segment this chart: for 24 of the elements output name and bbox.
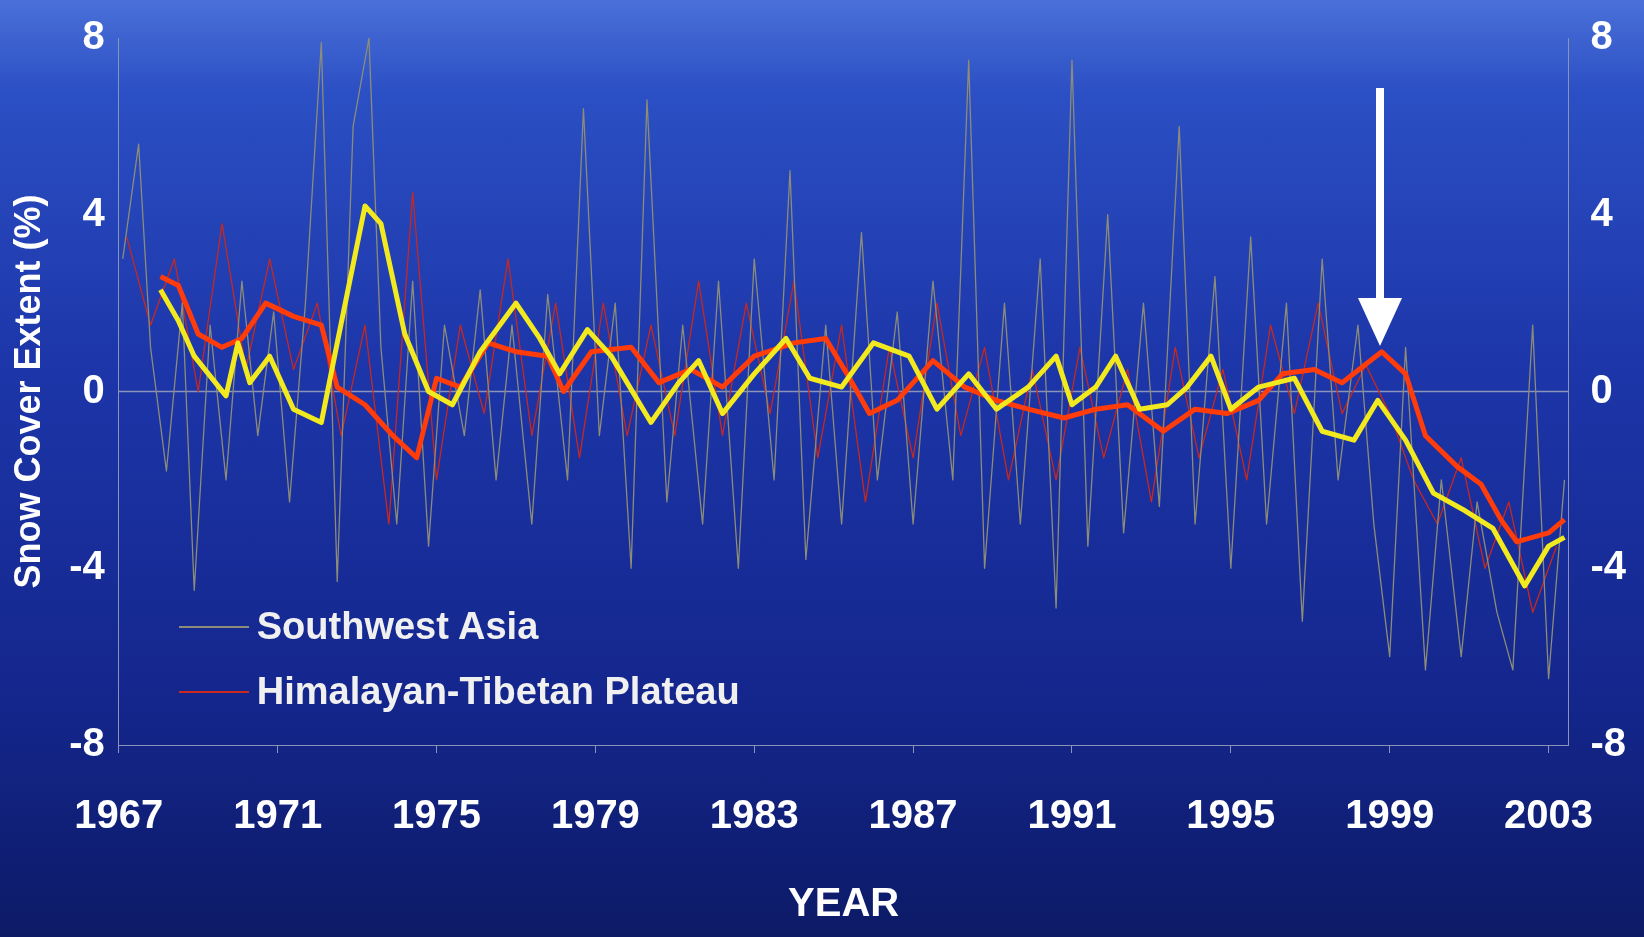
y2-tick-label: -4 [1590, 543, 1627, 588]
x-tick-label: 1979 [550, 792, 640, 837]
y2-tick-label: 0 [1590, 366, 1613, 411]
legend-label: Himalayan-Tibetan Plateau [256, 670, 740, 713]
y2-tick-label: -8 [1590, 720, 1627, 765]
y-tick-label: -4 [69, 543, 106, 588]
x-tick-label: 1975 [392, 792, 481, 837]
y-tick-label: 4 [82, 189, 106, 234]
x-tick-label: 1991 [1027, 792, 1117, 837]
x-axis-title: YEAR [788, 880, 900, 925]
y2-tick-label: 4 [1590, 189, 1614, 234]
x-tick-label: 1987 [868, 792, 958, 837]
x-tick-label: 1983 [709, 792, 799, 837]
x-tick-label: 2003 [1504, 792, 1594, 837]
x-tick-label: 1999 [1345, 792, 1435, 837]
x-tick-label: 1967 [74, 792, 164, 837]
legend-label: Southwest Asia [256, 605, 539, 648]
y-axis-title: Snow Cover Extent (%) [6, 194, 48, 589]
y2-tick-label: 8 [1590, 13, 1613, 58]
y-tick-label: -8 [69, 720, 105, 765]
x-tick-label: 1995 [1186, 792, 1276, 837]
x-tick-label: 1971 [233, 792, 323, 837]
y-tick-label: 8 [82, 13, 105, 58]
y-tick-label: 0 [82, 366, 105, 411]
